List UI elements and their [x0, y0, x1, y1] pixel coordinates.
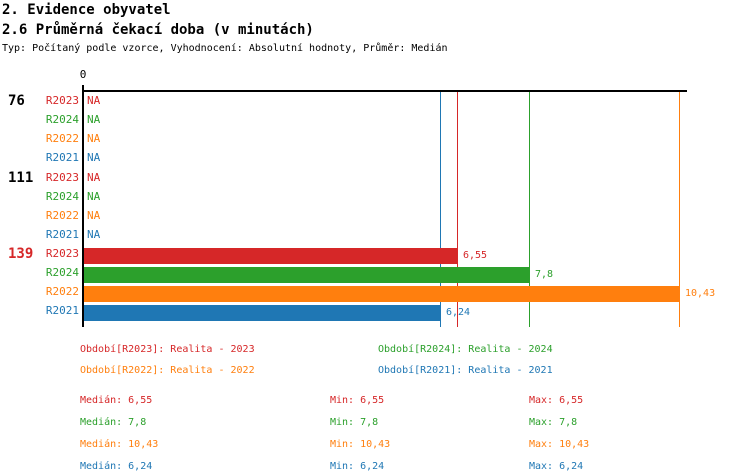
axis-zero-label: 0 — [79, 68, 87, 81]
na-value: NA — [87, 94, 101, 107]
bar-r2022 — [84, 286, 680, 302]
bar-r2023 — [84, 248, 458, 264]
na-value: NA — [87, 171, 101, 184]
page-title: 2. Evidence obyvatel — [2, 2, 171, 18]
row-label-r2022: R2022 — [45, 132, 79, 145]
stat-min-r2022: Min: 10,43 — [330, 439, 391, 450]
bar-value-label: 6,55 — [463, 250, 488, 261]
row-label-r2023: R2023 — [45, 94, 79, 107]
bar-value-label: 10,43 — [685, 288, 716, 299]
row-label-r2024: R2024 — [45, 113, 79, 126]
stat-min-r2021: Min: 6,24 — [330, 461, 385, 472]
legend-item-r2021: Období[R2021]: Realita - 2021 — [378, 365, 553, 376]
median-line-r2022 — [679, 92, 680, 327]
legend-item-r2022: Období[R2022]: Realita - 2022 — [80, 365, 255, 376]
stat-max-r2022: Max: 10,43 — [529, 439, 590, 450]
stat-median-r2023: Medián: 6,55 — [80, 395, 153, 406]
group-label: 111 — [8, 170, 34, 186]
row-label-r2022: R2022 — [45, 285, 79, 298]
row-label-r2021: R2021 — [45, 228, 79, 241]
stat-median-r2021: Medián: 6,24 — [80, 461, 153, 472]
axis-line-vertical — [82, 85, 84, 327]
bar-r2024 — [84, 267, 530, 283]
row-label-r2024: R2024 — [45, 190, 79, 203]
legend-item-r2023: Období[R2023]: Realita - 2023 — [80, 344, 255, 355]
stat-max-r2023: Max: 6,55 — [529, 395, 584, 406]
row-label-r2021: R2021 — [45, 151, 79, 164]
chart-subtitle: Typ: Počítaný podle vzorce, Vyhodnocení:… — [2, 43, 448, 54]
median-line-r2023 — [457, 92, 458, 327]
stat-median-r2022: Medián: 10,43 — [80, 439, 159, 450]
stat-max-r2021: Max: 6,24 — [529, 461, 584, 472]
na-value: NA — [87, 132, 101, 145]
na-value: NA — [87, 151, 101, 164]
axis-line-horizontal — [82, 90, 687, 92]
bar-value-label: 6,24 — [446, 307, 471, 318]
group-label: 139 — [8, 246, 34, 262]
row-label-r2023: R2023 — [45, 171, 79, 184]
row-label-r2021: R2021 — [45, 304, 79, 317]
bar-value-label: 7,8 — [535, 269, 554, 280]
median-line-r2021 — [440, 92, 441, 327]
stat-max-r2024: Max: 7,8 — [529, 417, 578, 428]
na-value: NA — [87, 190, 101, 203]
na-value: NA — [87, 209, 101, 222]
na-value: NA — [87, 228, 101, 241]
legend-item-r2024: Období[R2024]: Realita - 2024 — [378, 344, 553, 355]
na-value: NA — [87, 113, 101, 126]
median-line-r2024 — [529, 92, 530, 327]
stat-min-r2024: Min: 7,8 — [330, 417, 379, 428]
stat-median-r2024: Medián: 7,8 — [80, 417, 147, 428]
row-label-r2022: R2022 — [45, 209, 79, 222]
chart-title: 2.6 Průměrná čekací doba (v minutách) — [2, 22, 314, 38]
row-label-r2024: R2024 — [45, 266, 79, 279]
group-label: 76 — [8, 93, 25, 109]
stat-min-r2023: Min: 6,55 — [330, 395, 385, 406]
row-label-r2023: R2023 — [45, 247, 79, 260]
bar-r2021 — [84, 305, 441, 321]
